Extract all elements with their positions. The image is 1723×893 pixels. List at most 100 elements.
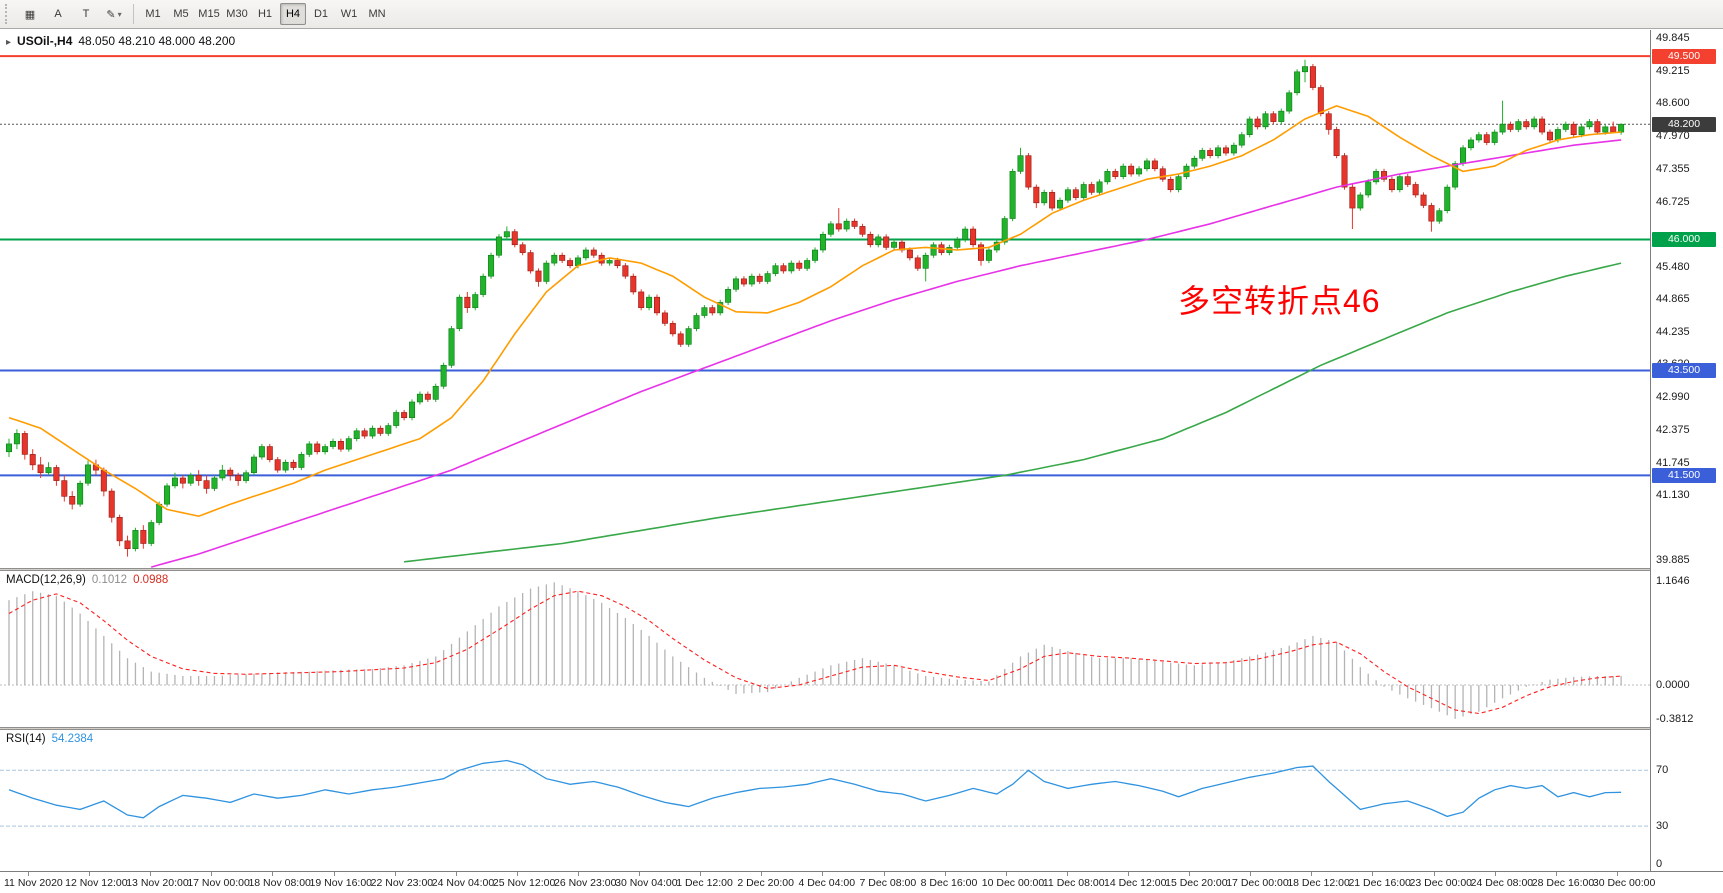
time-axis-label: 7 Dec 08:00 bbox=[859, 877, 917, 889]
time-axis-tick bbox=[1311, 872, 1313, 876]
chart-title: ▸ USOil-,H4 48.050 48.210 48.000 48.200 bbox=[6, 34, 235, 48]
time-axis-label: 23 Dec 00:00 bbox=[1409, 877, 1473, 889]
price-axis-label: 45.480 bbox=[1656, 260, 1690, 273]
time-axis-label: 12 Nov 12:00 bbox=[65, 877, 128, 889]
price-axis-label: 42.375 bbox=[1656, 423, 1690, 436]
panel-resize-separator-rsi[interactable] bbox=[0, 727, 1723, 730]
price-axis-label: 48.600 bbox=[1656, 97, 1690, 110]
timeframe-h4-button[interactable]: H4 bbox=[280, 3, 306, 25]
time-axis-tick bbox=[516, 872, 518, 876]
time-axis-label: 14 Dec 12:00 bbox=[1104, 877, 1167, 889]
chart-menu-icon[interactable]: ▸ bbox=[6, 37, 12, 48]
chart-ohlc-values: 48.050 48.210 48.000 48.200 bbox=[78, 34, 236, 48]
price-axis-label: 46.725 bbox=[1656, 195, 1690, 208]
time-axis-label: 26 Nov 23:00 bbox=[554, 877, 617, 889]
timeframe-h1-button[interactable]: H1 bbox=[257, 8, 273, 20]
time-axis-tick bbox=[272, 872, 274, 876]
price-badge: 43.500 bbox=[1652, 363, 1716, 379]
macd-name: MACD(12,26,9) bbox=[6, 574, 86, 586]
candlestick-chart-canvas[interactable] bbox=[0, 30, 1650, 568]
time-axis-tick bbox=[1250, 872, 1252, 876]
rsi-chart-canvas[interactable] bbox=[0, 730, 1650, 871]
time-axis-tick bbox=[1372, 872, 1374, 876]
rsi-line bbox=[8, 759, 1622, 819]
time-axis-label: 1 Dec 12:00 bbox=[676, 877, 733, 889]
rsi-axis-label: 30 bbox=[1656, 820, 1669, 833]
timeframe-m15-button[interactable]: M15 bbox=[198, 8, 220, 20]
time-axis-tick bbox=[1005, 872, 1007, 876]
time-axis-label: 8 Dec 16:00 bbox=[920, 877, 978, 889]
rsi-axis-label: 70 bbox=[1656, 764, 1669, 777]
time-axis-tick bbox=[1616, 872, 1618, 876]
drawing-tools-group: ▦ A T ✎ ▾ bbox=[16, 3, 128, 25]
timeframe-m5-button[interactable]: M5 bbox=[173, 8, 189, 20]
time-axis-tick bbox=[1494, 872, 1496, 876]
price-axis-label: 47.970 bbox=[1656, 130, 1690, 143]
price-axis-label: 44.865 bbox=[1656, 293, 1690, 305]
time-axis-tick bbox=[883, 872, 885, 876]
dropdown-arrow-icon: ▾ bbox=[117, 9, 122, 19]
time-axis-tick bbox=[28, 872, 29, 876]
time-axis-tick bbox=[1555, 872, 1557, 876]
timeframe-m1-button[interactable]: M1 bbox=[145, 8, 161, 20]
draw-tools-dropdown-button[interactable]: ✎ ▾ bbox=[106, 8, 122, 21]
macd-signal-line bbox=[8, 590, 1622, 715]
time-axis-label: 13 Nov 20:00 bbox=[126, 877, 189, 889]
price-axis-label: 44.235 bbox=[1656, 326, 1690, 339]
price-axis[interactable]: 49.845 49.215 48.600 47.970 47.355 46.725 45.4… bbox=[1650, 30, 1723, 871]
time-axis-tick bbox=[394, 872, 396, 876]
label-tool-button[interactable]: T bbox=[82, 8, 90, 20]
moving-average-magenta bbox=[150, 139, 1622, 568]
timeframe-mn-button[interactable]: MN bbox=[368, 8, 386, 20]
moving-average-orange bbox=[8, 105, 1622, 518]
charts-grid-button[interactable]: ▦ bbox=[24, 8, 36, 21]
macd-axis-label: 0.0000 bbox=[1656, 678, 1690, 691]
time-axis-tick bbox=[700, 872, 702, 876]
time-axis-label: 24 Nov 04:00 bbox=[431, 877, 495, 889]
chart-text-annotation[interactable]: 多空转折点46 bbox=[1178, 283, 1381, 319]
price-axis-label: 39.885 bbox=[1656, 554, 1690, 566]
toolbar-grip[interactable] bbox=[5, 4, 12, 24]
time-axis-label: 21 Dec 16:00 bbox=[1348, 877, 1411, 889]
macd-chart-canvas[interactable] bbox=[0, 571, 1650, 727]
time-axis-tick bbox=[211, 872, 213, 876]
time-axis-label: 11 Nov 2020 bbox=[4, 877, 63, 889]
time-axis-tick bbox=[1189, 872, 1191, 876]
macd-label: MACD(12,26,9) 0.1012 0.0988 bbox=[6, 574, 168, 586]
price-badge: 41.500 bbox=[1652, 467, 1716, 483]
timeframe-d1-button[interactable]: D1 bbox=[313, 8, 329, 20]
time-axis-tick bbox=[1066, 872, 1068, 876]
time-axis-label: 10 Dec 00:00 bbox=[981, 877, 1045, 889]
time-axis-tick bbox=[944, 872, 946, 876]
time-axis-label: 15 Dec 20:00 bbox=[1165, 877, 1228, 889]
time-axis-tick bbox=[150, 872, 152, 876]
panel-resize-separator-macd[interactable] bbox=[0, 568, 1723, 571]
rsi-label: RSI(14) 54.2384 bbox=[6, 733, 93, 745]
price-axis-label: 49.215 bbox=[1656, 65, 1690, 78]
time-axis-label: 18 Nov 08:00 bbox=[248, 877, 311, 889]
candles bbox=[6, 59, 1625, 557]
time-axis[interactable]: 11 Nov 2020 12 Nov 12:00 13 Nov 20:00 17 No… bbox=[0, 871, 1723, 893]
rsi-panel[interactable]: RSI(14) 54.2384 bbox=[0, 730, 1650, 871]
time-axis-label: 24 Dec 08:00 bbox=[1470, 877, 1534, 889]
time-axis-label: 17 Nov 00:00 bbox=[187, 877, 250, 889]
moving-average-green bbox=[404, 262, 1622, 563]
time-axis-tick bbox=[822, 872, 824, 876]
time-axis-label: 22 Nov 23:00 bbox=[370, 877, 434, 889]
time-axis-label: 25 Nov 12:00 bbox=[492, 877, 556, 889]
time-axis-label: 28 Dec 16:00 bbox=[1531, 877, 1595, 889]
time-axis-label: 18 Dec 12:00 bbox=[1287, 877, 1350, 889]
timeframe-w1-button[interactable]: W1 bbox=[340, 8, 358, 20]
rsi-axis-label: 0 bbox=[1656, 858, 1663, 870]
macd-panel[interactable]: MACD(12,26,9) 0.1012 0.0988 bbox=[0, 571, 1650, 727]
timeframe-m30-button[interactable]: M30 bbox=[226, 8, 248, 20]
price-badge: 46.000 bbox=[1652, 232, 1716, 247]
time-axis-tick bbox=[639, 872, 641, 876]
main-chart-panel[interactable]: ▸ USOil-,H4 48.050 48.210 48.000 48.200 bbox=[0, 30, 1650, 568]
text-tool-button[interactable]: A bbox=[54, 8, 62, 20]
time-axis-tick bbox=[1433, 872, 1435, 876]
time-axis-label: 17 Dec 00:00 bbox=[1226, 877, 1289, 889]
toolbar-separator bbox=[133, 4, 134, 24]
time-axis-tick bbox=[455, 872, 457, 876]
